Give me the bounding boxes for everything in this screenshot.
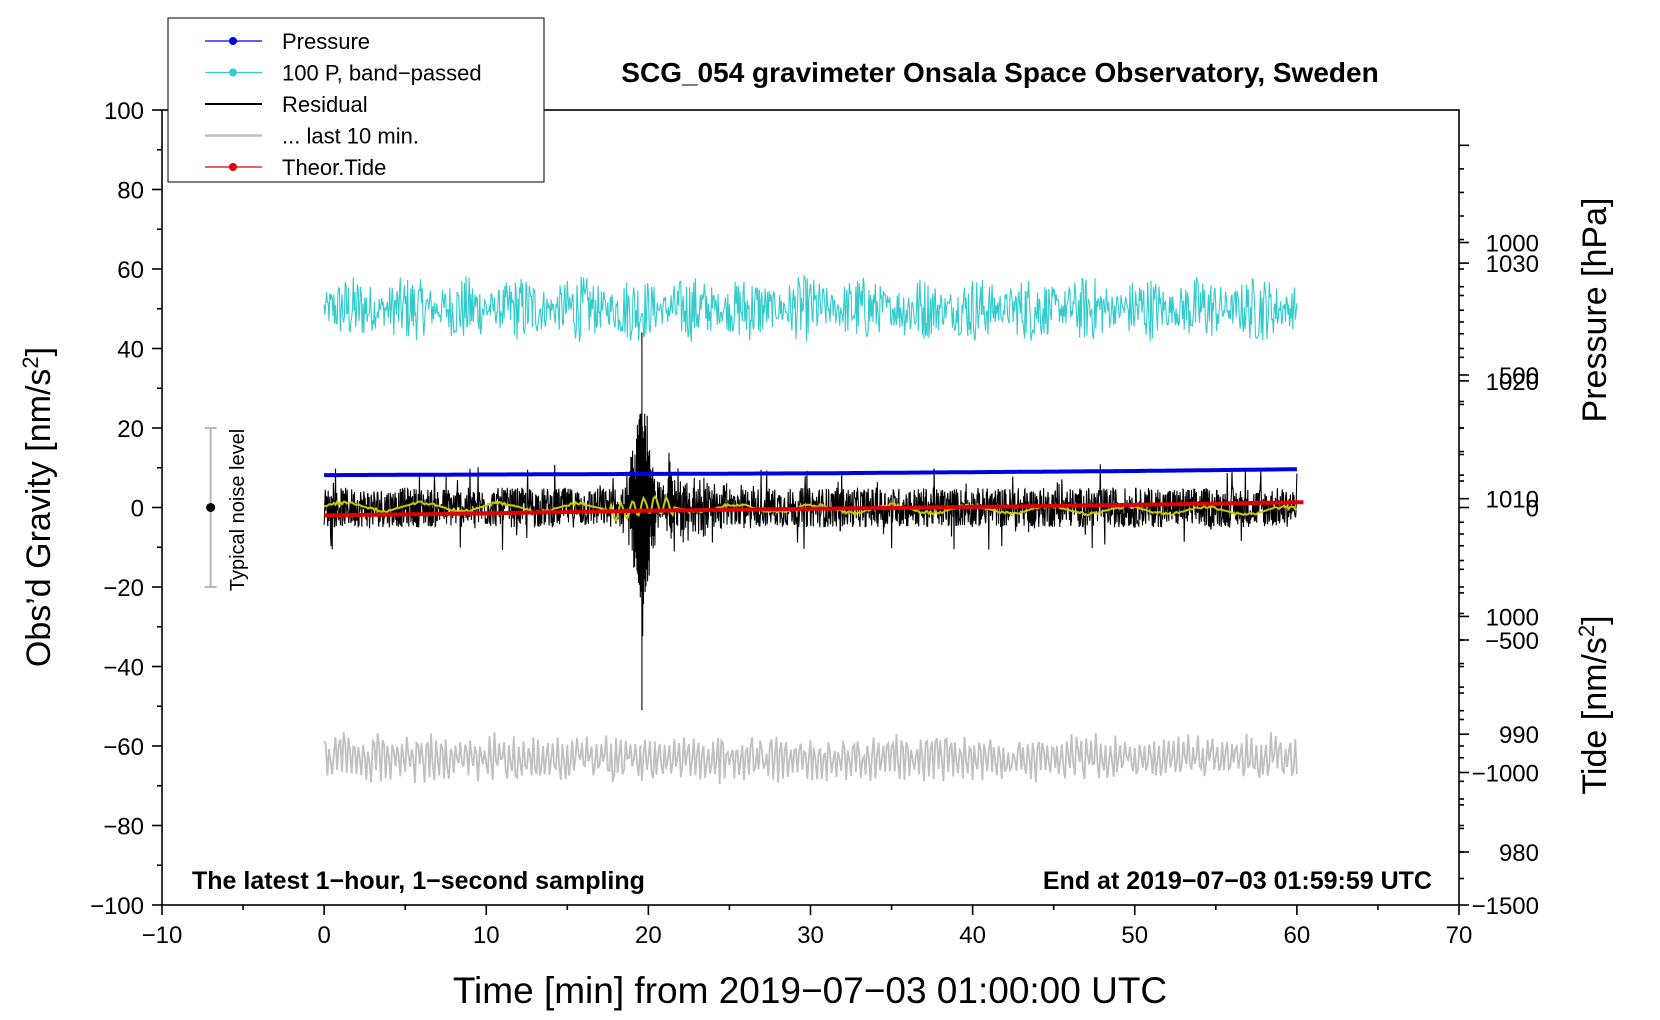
series-last-10-min-line [323,732,1298,785]
legend-box [167,17,545,183]
legend: Pressure 100 P, band−passed Residual ... la… [167,17,545,183]
pressure-tick-label: 1010 [1486,487,1539,514]
y-tick-label: −100 [90,893,144,920]
series-theoretical-tide-line [324,500,1304,518]
y-tick-label: 100 [104,98,144,125]
noise-level-marker [204,427,217,588]
x-tick-label: 20 [635,922,662,949]
legend-label: Theor.Tide [282,155,386,180]
y-tick-label: 60 [117,257,144,284]
tide-tick-label: 1000 [1486,231,1539,258]
series-pressure-line [324,467,1297,478]
note-sampling: The latest 1−hour, 1−second sampling [192,867,645,895]
y-axis-label-pressure: Pressure [hPa] [1576,198,1614,423]
tide-tick-label: −1000 [1472,761,1539,788]
chart-title: SCG_054 gravimeter Onsala Space Observat… [621,57,1378,88]
legend-marker [229,37,237,45]
pressure-tick-label: 1000 [1486,604,1539,631]
legend-label: 100 P, band−passed [282,61,482,86]
pressure-tick-label: 1020 [1486,369,1539,396]
noise-center-dot [206,503,216,512]
y-tick-label: 40 [117,337,144,364]
legend-marker [229,163,237,171]
y-axis-label-left: Obs’d Gravity [nm/s2] [18,347,58,667]
x-tick-label: 50 [1121,922,1148,949]
note-end-time: End at 2019−07−03 01:59:59 UTC [1043,867,1432,895]
data-series [323,273,1304,785]
legend-label: ... last 10 min. [282,124,419,149]
tide-tick-label: 0 [1526,496,1539,523]
y-tick-label: 0 [131,496,144,523]
x-tick-label: 70 [1446,922,1473,949]
tide-tick-label: −500 [1485,628,1539,655]
noise-level-label: Typical noise level [227,429,249,591]
pressure-tick-label: 990 [1499,722,1539,749]
x-tick-label: 30 [797,922,824,949]
tide-tick-label: 500 [1499,363,1539,390]
pressure-tick-label: 980 [1499,840,1539,867]
y-tick-label: 20 [117,416,144,443]
axis-ticks: −10 0 10 20 30 40 50 60 70100806040200−20−40−60−… [90,98,1539,949]
y-tick-label: −60 [103,734,144,761]
y-tick-label: −80 [103,814,144,841]
y-axis-label-tide: Tide [nm/s2] [1574,615,1614,794]
x-tick-label: −10 [142,922,183,949]
pressure-tick-label: 1030 [1486,251,1539,278]
y-tick-label: −40 [103,655,144,682]
series-bandpassed-pressure-line [323,273,1298,342]
tide-tick-label: −1500 [1472,893,1539,920]
x-tick-label: 60 [1284,922,1311,949]
legend-label: Residual [282,92,368,117]
x-tick-label: 10 [473,922,500,949]
x-tick-label: 0 [317,922,330,949]
legend-marker [229,68,237,77]
x-axis-label: Time [min] from 2019−07−03 01:00:00 UTC [453,970,1167,1011]
series-residual-line [323,332,1298,711]
legend-label: Pressure [282,29,370,54]
y-tick-label: −20 [103,575,144,602]
y-tick-label: 80 [117,178,144,205]
x-tick-label: 40 [959,922,986,949]
